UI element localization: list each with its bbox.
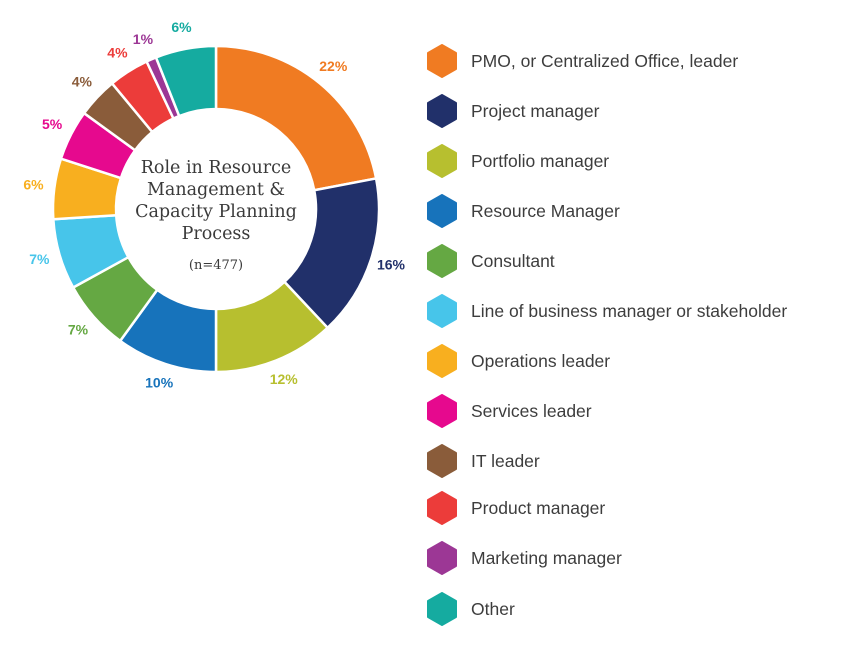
legend-item-other: Other (426, 592, 836, 626)
hexagon-icon (427, 194, 457, 228)
hexagon-icon (427, 294, 457, 328)
hexagon-icon (427, 94, 457, 128)
legend-label: Portfolio manager (471, 150, 610, 171)
hexagon-icon (427, 444, 457, 478)
legend-item-pmo-or-centralized-office-leader: PMO, or Centralized Office, leader (426, 44, 836, 78)
legend-label: Product manager (471, 497, 606, 518)
slice-pmo-or-centralized-office-leader (214, 44, 378, 192)
donut-value-labels: 22% 16% 12% 10% 7% 7% 6% 5% 4% 4% 1% 6% (23, 19, 405, 391)
legend-label: Operations leader (471, 350, 611, 371)
legend-label: Services leader (471, 400, 592, 421)
hexagon-icon (427, 491, 457, 525)
legend-label: Marketing manager (471, 547, 622, 568)
value-label-it-leader: 4% (72, 74, 93, 90)
value-label-services-leader: 5% (42, 116, 63, 132)
legend-item-marketing-manager: Marketing manager (426, 541, 836, 575)
legend-item-project-manager: Project manager (426, 94, 836, 128)
slice-other (154, 44, 218, 118)
value-label-pmo-or-centralized-office-leader: 22% (319, 58, 348, 74)
value-label-product-manager: 4% (107, 44, 128, 60)
legend-label: IT leader (471, 450, 540, 471)
value-label-project-manager: 16% (377, 257, 406, 273)
legend-label: Resource Manager (471, 200, 620, 221)
legend-label: Other (471, 598, 515, 619)
legend-item-resource-manager: Resource Manager (426, 194, 836, 228)
legend-item-it-leader: IT leader (426, 444, 836, 478)
legend-item-line-of-business-manager-or-stakeholder: Line of business manager or stakeholder (426, 294, 836, 328)
value-label-line-of-business-manager-or-stakeholder: 7% (29, 251, 50, 267)
value-label-other: 6% (171, 19, 192, 35)
hexagon-icon (427, 592, 457, 626)
hexagon-icon (427, 344, 457, 378)
hexagon-icon (427, 144, 457, 178)
value-label-operations-leader: 6% (23, 177, 44, 193)
legend-label: Consultant (471, 250, 555, 271)
hexagon-icon (427, 541, 457, 575)
value-label-marketing-manager: 1% (133, 31, 154, 47)
legend-label: Project manager (471, 100, 600, 121)
legend-item-product-manager: Product manager (426, 491, 836, 525)
donut-slices (51, 44, 381, 374)
chart-sample-size: (n=477) (188, 258, 244, 273)
legend-item-portfolio-manager: Portfolio manager (426, 144, 836, 178)
legend-label: PMO, or Centralized Office, leader (471, 50, 739, 71)
hexagon-icon (427, 44, 457, 78)
value-label-portfolio-manager: 12% (270, 371, 299, 387)
value-label-resource-manager: 10% (145, 375, 174, 391)
legend-item-consultant: Consultant (426, 244, 836, 278)
legend-item-services-leader: Services leader (426, 394, 836, 428)
chart-title: Role in Resource Management & Capacity P… (135, 158, 297, 244)
hexagon-icon (427, 394, 457, 428)
legend-item-operations-leader: Operations leader (426, 344, 836, 378)
legend-label: Line of business manager or stakeholder (471, 300, 788, 321)
value-label-consultant: 7% (68, 321, 89, 337)
hexagon-icon (427, 244, 457, 278)
